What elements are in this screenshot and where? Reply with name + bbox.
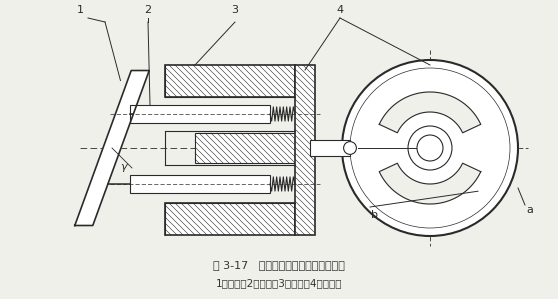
- Polygon shape: [379, 163, 481, 204]
- Text: b: b: [372, 210, 378, 220]
- Bar: [130, 175, 270, 193]
- Circle shape: [344, 142, 357, 154]
- Text: 4: 4: [336, 5, 344, 15]
- Bar: [165, 65, 295, 97]
- Text: 图 3-17   斜盘式轴向柱塞泵的工作原理: 图 3-17 斜盘式轴向柱塞泵的工作原理: [213, 260, 345, 270]
- Bar: [295, 65, 315, 235]
- Text: 2: 2: [145, 5, 152, 15]
- Circle shape: [342, 60, 518, 236]
- Circle shape: [350, 68, 510, 228]
- Bar: [165, 203, 295, 235]
- Text: 1: 1: [76, 5, 84, 15]
- Circle shape: [417, 135, 443, 161]
- Text: γ: γ: [120, 162, 127, 172]
- Text: a: a: [527, 205, 533, 215]
- Bar: [130, 105, 270, 123]
- Circle shape: [408, 126, 452, 170]
- Bar: [195, 133, 295, 163]
- Text: 1－斜盘；2－柱塞；3－缸体；4－配流盘: 1－斜盘；2－柱塞；3－缸体；4－配流盘: [216, 278, 342, 288]
- Bar: [310, 140, 350, 156]
- Polygon shape: [75, 71, 149, 225]
- Text: 3: 3: [232, 5, 238, 15]
- Polygon shape: [379, 92, 481, 133]
